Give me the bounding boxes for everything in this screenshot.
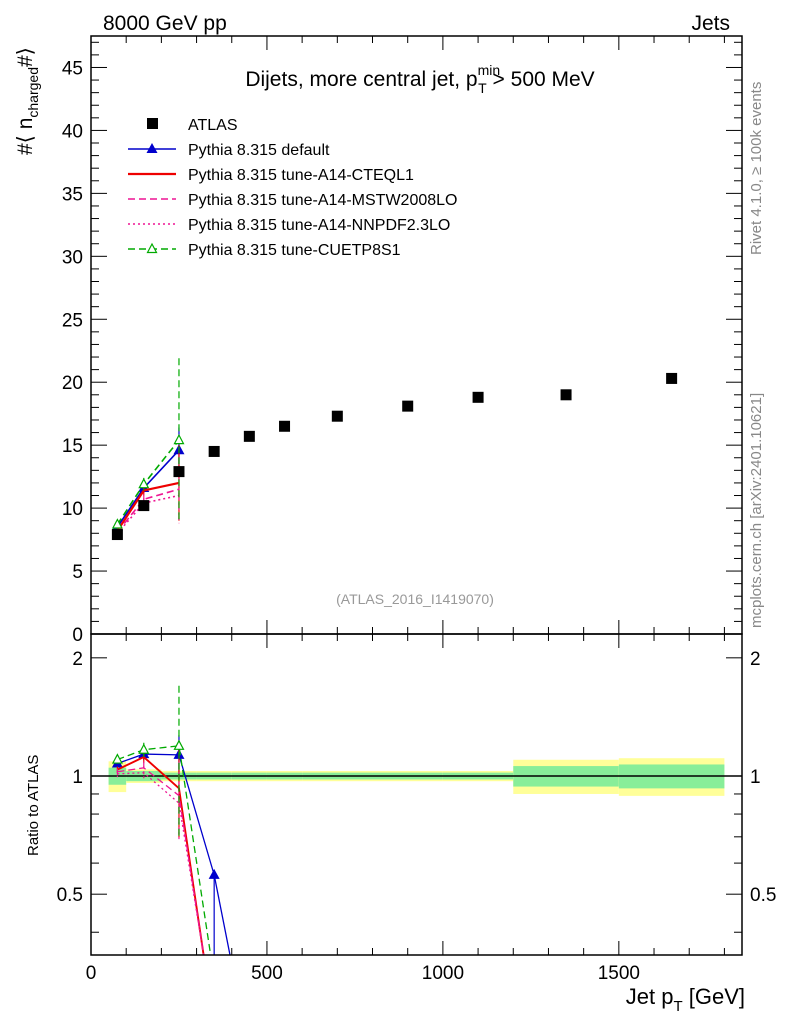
y-tick-label-main: 10 — [62, 499, 83, 520]
y-tick-label-main: 40 — [62, 121, 83, 142]
y-axis-label-ratio: Ratio to ATLAS — [25, 755, 42, 856]
header-category: Jets — [691, 12, 730, 35]
ratio-line-4 — [117, 745, 212, 956]
y-tick-label-main: 35 — [62, 184, 83, 205]
legend-swatch-marker — [146, 143, 158, 153]
ratio-line-2 — [117, 767, 205, 956]
y-tick-label-main: 25 — [62, 310, 83, 331]
y-tick-label-main: 0 — [72, 625, 83, 646]
legend-label: Pythia 8.315 default — [188, 142, 330, 159]
chart-title: Dijets, more central jet, pmin T > 500 Me… — [245, 62, 594, 96]
data-point — [208, 445, 220, 457]
legend-label: Pythia 8.315 tune-A14-MSTW2008LO — [188, 192, 457, 209]
data-point — [560, 389, 572, 401]
y-tick-label-main: 30 — [62, 247, 83, 268]
series-layer — [111, 358, 231, 956]
legend: ATLAS Pythia 8.315 default Pythia 8.315 tu… — [128, 117, 457, 259]
y-tick-label-ratio: 2 — [750, 649, 761, 670]
legend-swatch-marker — [146, 242, 158, 254]
y-tick-label-main: 45 — [62, 58, 83, 79]
ratio-line-1 — [116, 755, 205, 956]
legend-label-data: ATLAS — [188, 117, 238, 134]
ratio-panel-frame — [90, 633, 743, 956]
x-tick-label: 0 — [86, 963, 97, 984]
data-point — [666, 372, 678, 384]
ratio-marker — [208, 868, 220, 879]
data-point — [472, 391, 484, 403]
legend-swatch-data — [147, 118, 158, 129]
y-tick-label-ratio: 0.5 — [57, 885, 83, 906]
y-tick-label-ratio: 1 — [72, 767, 83, 788]
axes-group: 0 500 1000 1500 0 5 10 15 20 25 30 35 40 45 0.5 0.5 1 1 2 2 — [57, 36, 776, 984]
x-tick-label: 1500 — [598, 963, 640, 984]
data-point — [138, 500, 150, 512]
mcplots-label: mcplots.cern.ch [arXiv:2401.10621] — [748, 393, 765, 628]
frames — [90, 35, 743, 956]
legend-label: Pythia 8.315 tune-A14-CTEQL1 — [188, 167, 414, 184]
data-point — [331, 410, 343, 422]
ratio-marker — [111, 753, 123, 764]
y-axis-label-main: #⟨ ncharged#⟩ — [14, 47, 41, 155]
ratio-marker — [173, 739, 185, 750]
analysis-tag: (ATLAS_2016_I1419070) — [336, 591, 494, 607]
y-tick-label-ratio: 0.5 — [750, 885, 776, 906]
data-point — [402, 400, 414, 412]
y-tick-label-ratio: 1 — [750, 767, 761, 788]
y-tick-label-main: 5 — [72, 562, 83, 583]
header-energy: 8000 GeV pp — [103, 12, 227, 35]
data-point — [243, 430, 255, 442]
series-marker — [138, 477, 150, 489]
y-tick-label-ratio: 2 — [72, 649, 83, 670]
y-tick-label-main: 15 — [62, 436, 83, 457]
series-marker — [173, 433, 185, 445]
ratio-marker — [138, 743, 150, 754]
data-uncertainty-bands — [91, 758, 742, 796]
legend-label: Pythia 8.315 tune-A14-NNPDF2.3LO — [188, 217, 450, 234]
data-point — [111, 529, 123, 541]
series-marker — [111, 518, 123, 529]
y-tick-label-main: 20 — [62, 373, 83, 394]
legend-label: Pythia 8.315 tune-CUETP8S1 — [188, 242, 401, 259]
rivet-label: Rivet 4.1.0, ≥ 100k events — [748, 82, 765, 255]
x-tick-label: 1000 — [422, 963, 464, 984]
data-point — [279, 420, 291, 432]
x-tick-label: 500 — [251, 963, 283, 984]
series-line-2 — [116, 488, 180, 533]
data-layer — [111, 372, 678, 541]
x-axis-label: Jet pT [GeV] — [626, 984, 745, 1015]
data-point — [173, 466, 185, 478]
